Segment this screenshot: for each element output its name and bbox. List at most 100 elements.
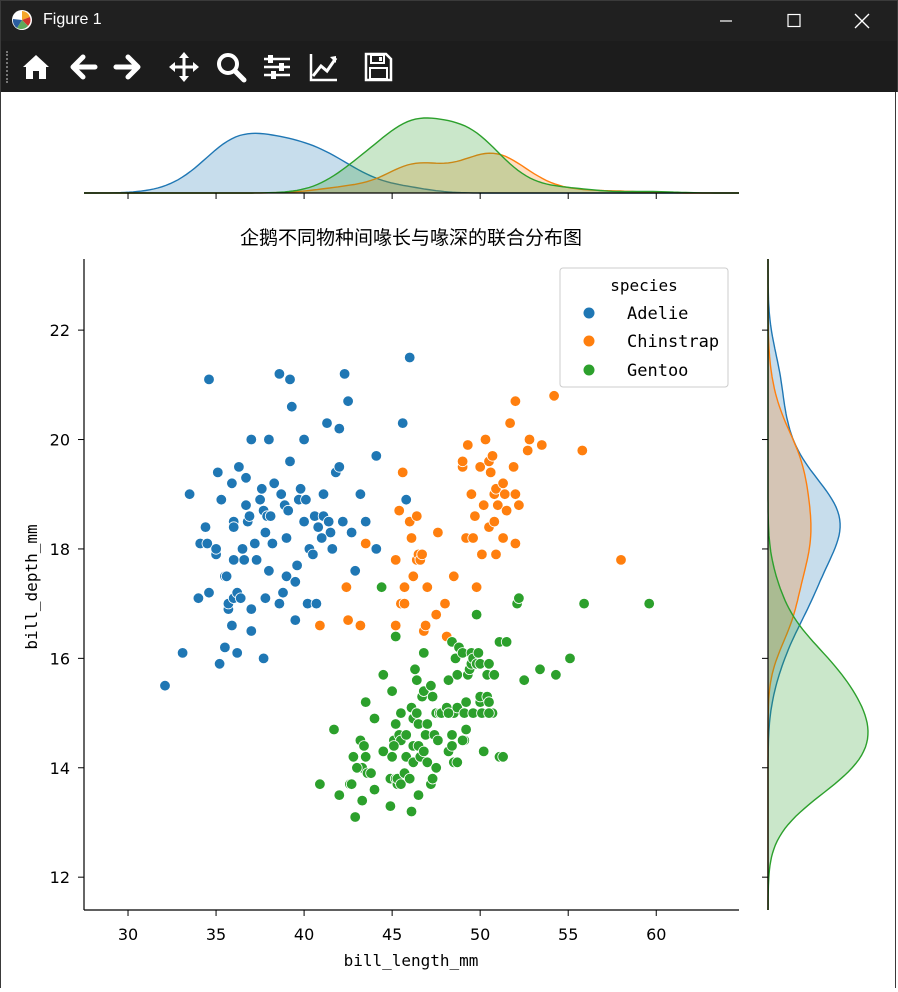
data-point-gentoo [418,745,430,758]
home-button[interactable] [16,47,56,87]
data-point-chinstrap [360,537,372,550]
data-point-gentoo [351,762,363,774]
data-point-adelie [227,521,240,533]
data-point-gentoo [426,690,439,703]
data-point-chinstrap [478,499,490,511]
data-point-adelie [234,592,247,604]
data-point-gentoo [368,783,381,796]
right-marginal-kde [767,259,869,911]
forward-button[interactable] [108,47,148,87]
data-point-adelie [159,680,171,692]
data-point-adelie [176,647,189,659]
data-point-gentoo [513,592,525,604]
series-gentoo [314,581,655,823]
data-point-adelie [199,521,212,533]
data-point-gentoo [328,723,340,736]
data-point-adelie [333,461,346,473]
data-point-adelie [257,652,270,665]
navigation-toolbar [0,41,898,92]
data-point-adelie [397,417,409,429]
close-button[interactable] [827,1,897,41]
data-point-gentoo [360,696,372,708]
data-point-adelie [273,597,286,610]
data-point-adelie [289,576,302,588]
data-point-adelie [227,554,240,566]
data-point-adelie [370,450,383,462]
data-point-gentoo [411,674,423,686]
x-axis-label: bill_length_mm [344,951,479,970]
data-point-gentoo [430,762,442,774]
back-button[interactable] [63,47,103,87]
data-point-chinstrap [354,619,367,632]
zoom-button[interactable] [211,47,251,87]
top-kde-fill-adelie [84,133,739,193]
series-chinstrap [314,390,627,643]
data-point-adelie [300,494,312,506]
data-point-gentoo [375,581,388,593]
data-point-gentoo [518,674,530,686]
data-point-chinstrap [507,461,520,473]
data-point-adelie [266,537,279,550]
y-tick-label: 14 [50,759,70,778]
data-point-gentoo [460,696,472,708]
figure-canvas[interactable]: 企鹅不同物种间喙长与喙深的联合分布图 bill_length_mm bill_d… [0,92,896,988]
data-point-gentoo [418,647,430,659]
data-point-chinstrap [509,488,522,500]
pan-button[interactable] [164,47,204,87]
x-tick-label: 50 [470,925,490,944]
toolbar-grip [6,51,11,83]
home-icon [23,55,49,79]
data-point-chinstrap [500,504,513,517]
edit-axis-icon [309,54,338,82]
data-point-adelie [282,504,294,517]
data-point-adelie [192,592,205,604]
data-point-adelie [259,526,272,539]
data-point-chinstrap [548,390,560,402]
data-point-chinstrap [465,488,478,500]
y-tick-label: 20 [50,431,70,450]
data-point-chinstrap [497,477,509,490]
scatter-points [159,351,655,823]
data-point-gentoo [356,794,368,807]
data-point-gentoo [478,745,490,758]
data-point-adelie [219,641,231,654]
data-point-adelie [231,647,243,659]
data-point-adelie [337,515,349,528]
save-button[interactable] [358,47,398,87]
configure-subplots-icon [264,55,290,79]
data-point-adelie [326,543,339,555]
data-point-adelie [245,603,258,615]
edit-axis-button[interactable] [304,47,344,87]
right-kde-fill-gentoo [768,259,868,910]
data-point-gentoo [460,723,472,736]
data-point-gentoo [411,707,423,719]
minimize-button[interactable] [691,1,761,41]
data-point-chinstrap [509,395,522,407]
data-point-adelie [317,488,330,500]
data-point-chinstrap [523,433,536,446]
data-point-gentoo [472,647,485,659]
x-tick-label: 30 [118,925,138,944]
legend-title: species [610,276,677,295]
data-point-chinstrap [397,466,409,479]
data-point-adelie [354,488,367,500]
data-point-adelie [275,488,287,500]
data-point-adelie [404,351,416,364]
window-titlebar: Figure 1 [0,0,898,41]
data-point-chinstrap [467,532,479,544]
data-point-adelie [256,483,268,495]
maximize-button[interactable] [759,1,829,41]
configure-subplots-button[interactable] [257,47,297,87]
data-point-chinstrap [432,526,444,539]
data-point-gentoo [395,778,407,790]
data-point-gentoo [500,636,513,648]
data-point-gentoo [446,729,458,741]
data-point-adelie [333,422,346,435]
data-point-gentoo [470,608,483,621]
y-tick-label: 12 [50,868,70,887]
save-icon [364,52,393,82]
data-point-gentoo [643,597,655,610]
data-point-gentoo [412,789,425,801]
data-point-gentoo [426,773,439,785]
data-point-adelie [220,570,233,583]
